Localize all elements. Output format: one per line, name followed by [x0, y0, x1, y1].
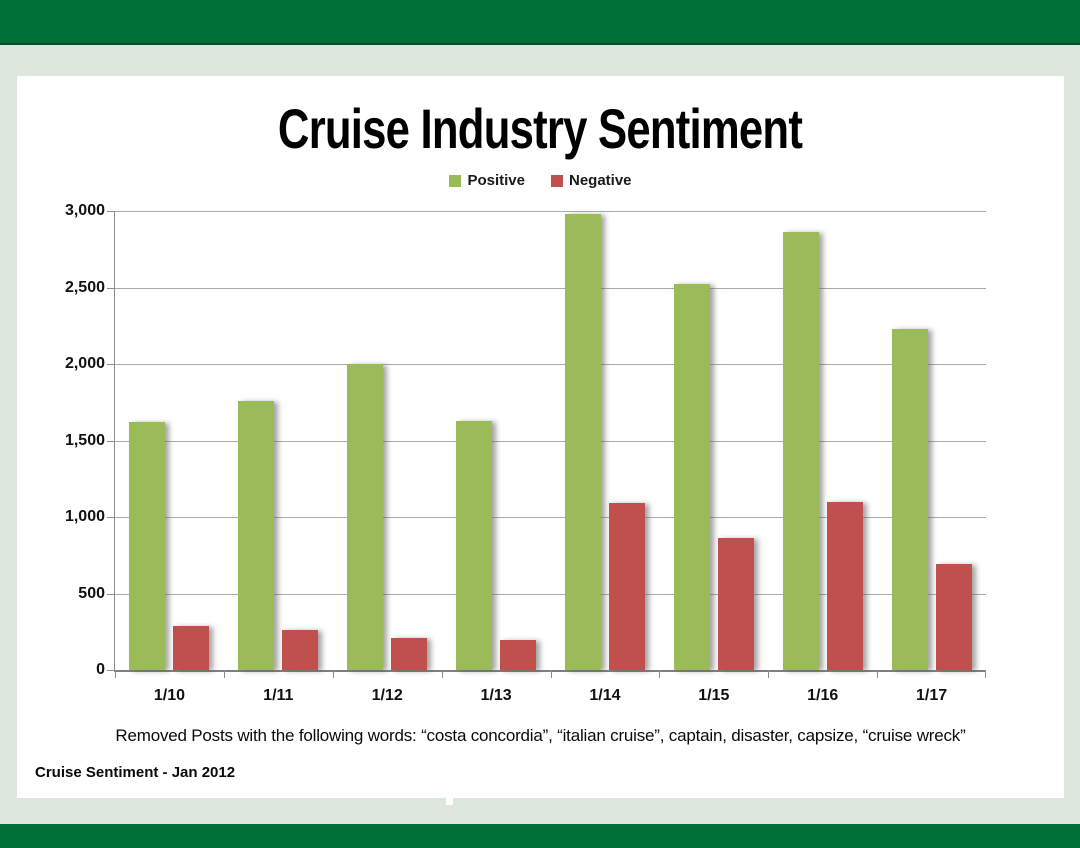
- gridline-1000: [115, 517, 986, 518]
- slide-page: Cruise Industry Sentiment Positive Negati…: [17, 76, 1064, 798]
- legend-label-positive: Positive: [467, 172, 525, 189]
- bar-group-1-13: [442, 211, 551, 670]
- x-axis-label-1-17: 1/17: [915, 687, 948, 704]
- y-axis-tick: [107, 364, 115, 365]
- y-axis-label: 2,000: [64, 355, 105, 372]
- x-axis-label-1-16: 1/16: [807, 687, 839, 704]
- chart-footnote: Removed Posts with the following words: …: [115, 726, 966, 745]
- y-axis-label: 2,500: [64, 279, 105, 296]
- bar-group-1-11: [224, 211, 333, 670]
- bar-positive-1-17: [891, 329, 928, 670]
- bar-negative-1-10: [173, 626, 210, 670]
- chart-title-row: Cruise Industry Sentiment: [17, 96, 1064, 161]
- chart-title: Cruise Industry Sentiment: [278, 97, 803, 160]
- legend-item-positive: Positive: [449, 172, 525, 189]
- y-axis-label: 0: [96, 661, 105, 678]
- bar-positive-1-12: [347, 364, 384, 670]
- x-axis-tick: [877, 670, 878, 678]
- bar-group-1-15: [659, 211, 768, 670]
- slide-footer-label: Cruise Sentiment - Jan 2012: [35, 764, 236, 781]
- bar-positive-1-13: [456, 421, 493, 670]
- bar-positive-1-15: [673, 284, 710, 670]
- bar-negative-1-16: [826, 502, 863, 670]
- bar-negative-1-17: [935, 564, 972, 670]
- top-banner: [0, 0, 1080, 45]
- chart-plot-area: 0 500 1,000 1,500 2,000 2,500 3,000 1/10 1/11 1/1…: [65, 202, 986, 704]
- bar-group-1-10: [115, 211, 224, 670]
- gridline-500: [115, 594, 986, 595]
- bar-group-1-14: [551, 211, 660, 670]
- x-axis-label-1-10: 1/10: [153, 687, 185, 704]
- y-axis-tick: [107, 211, 115, 212]
- x-axis-tick: [115, 670, 116, 678]
- bar-negative-1-11: [282, 630, 319, 670]
- legend-label-negative: Negative: [569, 172, 632, 189]
- x-axis-label-1-14: 1/14: [589, 687, 621, 704]
- legend-item-negative: Negative: [551, 172, 632, 189]
- bar-group-1-17: [877, 211, 986, 670]
- bar-negative-1-12: [391, 638, 428, 670]
- bar-negative-1-14: [608, 503, 645, 670]
- bar-group-1-12: [333, 211, 442, 670]
- y-axis-label: 1,500: [64, 432, 105, 449]
- bar-positive-1-10: [129, 422, 166, 670]
- gridline-3000: [115, 211, 986, 212]
- bar-positive-1-11: [238, 401, 275, 670]
- bottom-banner: [0, 824, 1080, 848]
- x-axis-tick: [224, 670, 225, 678]
- x-axis-label-1-12: 1/12: [371, 687, 403, 704]
- x-axis-tick: [659, 670, 660, 678]
- chart-legend: Positive Negative: [17, 172, 1064, 189]
- x-axis-tick: [985, 670, 986, 678]
- x-axis-tick: [333, 670, 334, 678]
- bar-positive-1-16: [782, 232, 819, 670]
- y-axis-tick: [107, 517, 115, 518]
- bar-group-1-16: [768, 211, 877, 670]
- y-axis-tick: [107, 288, 115, 289]
- gridline-2500: [115, 288, 986, 289]
- y-axis-tick: [107, 670, 115, 671]
- y-axis-label: 500: [78, 585, 105, 602]
- x-axis-tick: [551, 670, 552, 678]
- bar-negative-1-13: [500, 640, 537, 670]
- gridline-2000: [115, 364, 986, 365]
- x-axis-label-1-15: 1/15: [698, 687, 730, 704]
- x-axis-tick: [442, 670, 443, 678]
- y-axis-tick: [107, 441, 115, 442]
- x-axis-label-1-11: 1/11: [263, 687, 294, 704]
- legend-swatch-negative-icon: [551, 174, 563, 187]
- bar-negative-1-15: [717, 538, 754, 670]
- x-axis-label-1-13: 1/13: [480, 687, 512, 704]
- y-axis-tick: [107, 594, 115, 595]
- page-notch: [446, 798, 453, 805]
- legend-swatch-positive-icon: [449, 174, 462, 187]
- x-axis-tick: [768, 670, 769, 678]
- y-axis-label: 3,000: [64, 202, 105, 219]
- gridline-1500: [115, 441, 986, 442]
- bar-positive-1-14: [564, 214, 601, 670]
- y-axis-label: 1,000: [64, 508, 105, 525]
